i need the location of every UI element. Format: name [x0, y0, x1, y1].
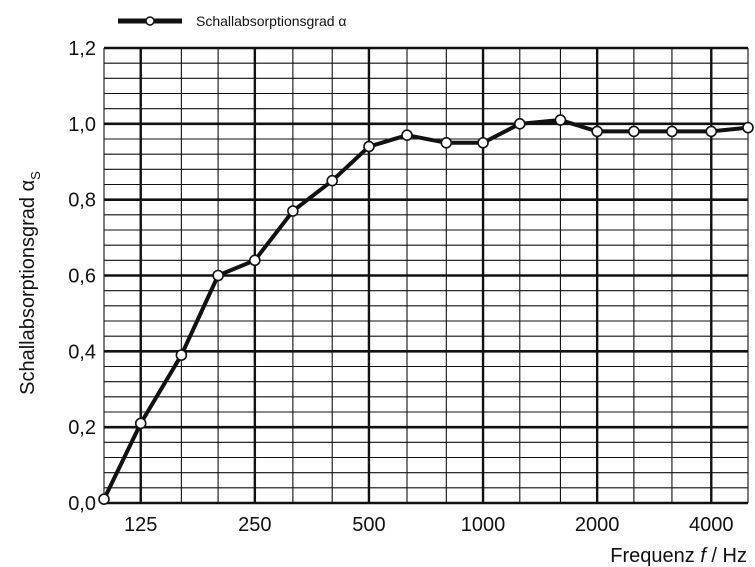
series	[98, 114, 754, 506]
x-tick-label: 250	[238, 514, 271, 536]
y-tick-label: 0,0	[68, 493, 96, 515]
data-point	[401, 129, 413, 142]
x-tick-labels: 125 250 500 1000 2000 4000	[124, 514, 733, 536]
legend-label: Schallabsorptionsgrad α	[196, 13, 347, 29]
y-tick-label: 0,8	[68, 190, 96, 212]
data-point	[249, 254, 261, 267]
legend-marker	[145, 16, 155, 26]
x-tick-label: 125	[124, 514, 157, 536]
data-point	[175, 349, 188, 361]
data-point	[98, 493, 110, 506]
x-tick-label: 500	[352, 514, 385, 536]
series-line	[102, 118, 749, 501]
y-tick-label: 1,0	[68, 114, 96, 136]
data-point	[666, 125, 678, 138]
x-tick-label: 4000	[689, 514, 734, 536]
data-point	[591, 125, 603, 138]
data-point	[326, 174, 339, 187]
y-tick-label: 0,2	[68, 417, 96, 439]
data-point	[628, 125, 640, 138]
data-point	[477, 136, 489, 149]
data-point	[287, 205, 299, 217]
x-tick-label: 1000	[461, 514, 506, 536]
y-axis-title: Schallabsorptionsgrad αS	[17, 171, 43, 395]
data-point	[742, 121, 754, 134]
data-point	[212, 269, 224, 282]
data-point	[705, 125, 718, 138]
y-tick-labels: 0,0 0,2 0,4 0,6 0,8 1,0 1,2	[68, 38, 96, 515]
data-point	[513, 118, 526, 130]
x-tick-label: 2000	[575, 514, 620, 536]
data-point	[363, 140, 375, 153]
grid	[103, 46, 749, 505]
y-tick-label: 1,2	[68, 38, 96, 60]
data-point	[134, 417, 147, 430]
data-point	[440, 136, 453, 149]
legend: Schallabsorptionsgrad α	[118, 13, 347, 29]
y-tick-label: 0,6	[68, 266, 96, 288]
x-axis-title: Frequenz f / Hz	[610, 545, 747, 567]
y-tick-label: 0,4	[68, 341, 96, 363]
data-point	[554, 114, 567, 126]
